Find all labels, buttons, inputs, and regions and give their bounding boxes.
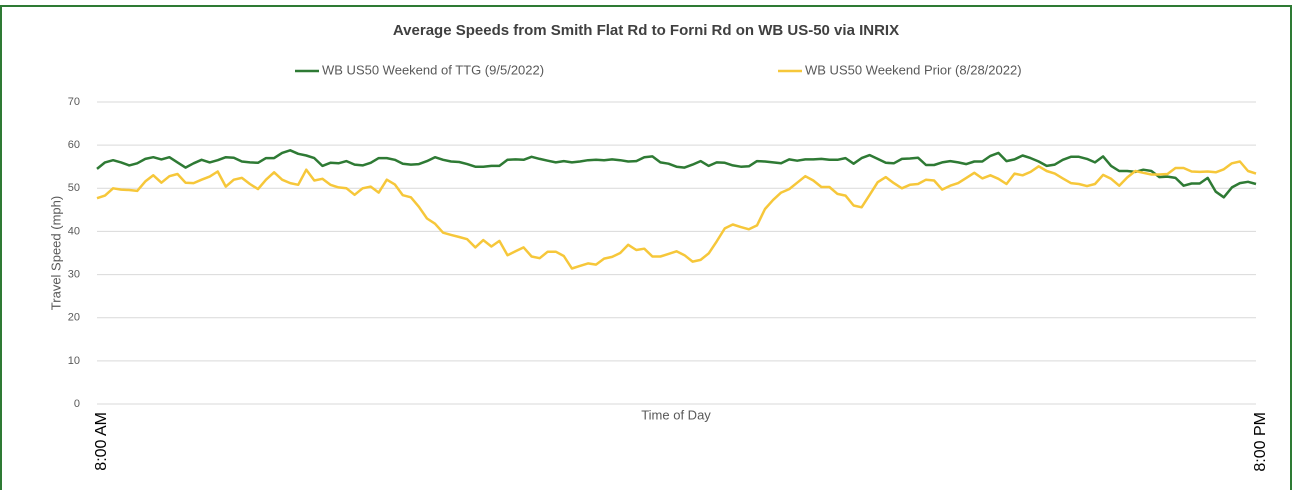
x-tick-label: 8:00 AM (93, 412, 110, 471)
series-line (96, 149, 1257, 199)
y-tick-label: 60 (68, 139, 80, 151)
x-tick-label: 8:00 PM (1252, 412, 1269, 472)
y-tick-label: 40 (68, 225, 80, 237)
y-tick-label: 50 (68, 182, 80, 194)
legend-label: WB US50 Weekend Prior (8/28/2022) (805, 62, 1022, 77)
y-tick-label: 20 (68, 312, 80, 324)
chart-frame (0, 5, 1292, 490)
series-line (96, 160, 1257, 270)
y-tick-label: 10 (68, 355, 80, 367)
x-axis-title: Time of Day (641, 407, 711, 422)
y-axis-title: Travel Speed (mph) (48, 196, 63, 310)
y-tick-label: 0 (74, 398, 80, 410)
legend-label: WB US50 Weekend of TTG (9/5/2022) (322, 62, 544, 77)
chart-title: Average Speeds from Smith Flat Rd to For… (393, 22, 899, 39)
y-tick-label: 70 (68, 96, 80, 108)
y-tick-label: 30 (68, 268, 80, 280)
